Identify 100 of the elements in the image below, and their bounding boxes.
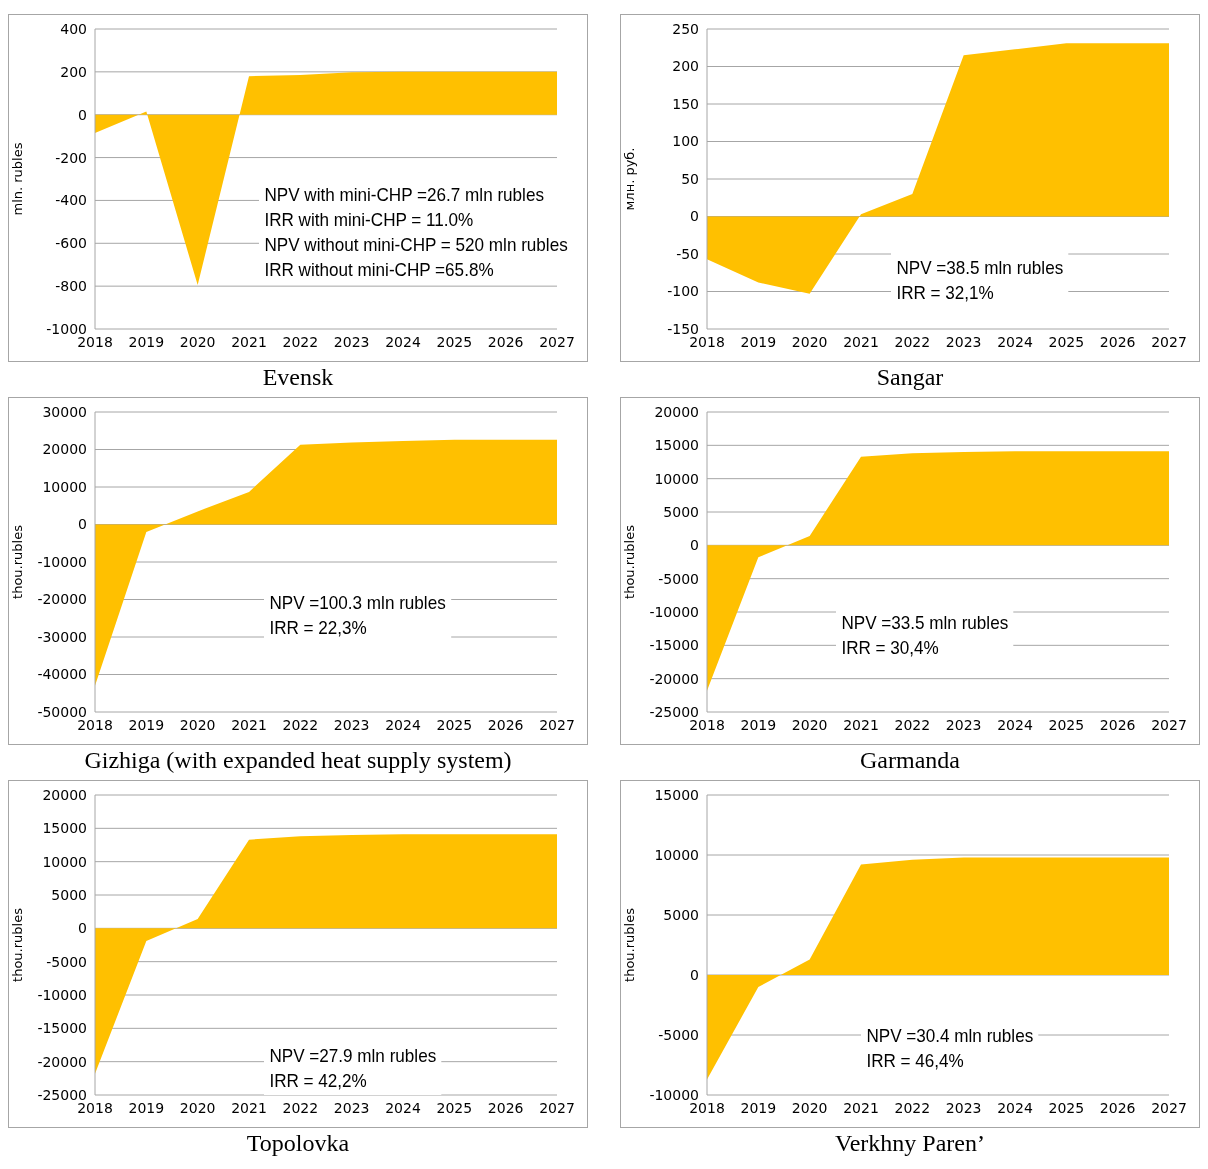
text: Gizhiga (with expanded heat supply system) — [83, 747, 513, 774]
y-tick-label: 5000 — [663, 906, 699, 923]
y-tick-label: 10000 — [42, 853, 87, 870]
y-tick-label: 0 — [78, 106, 87, 123]
y-tick-label: 10000 — [42, 478, 87, 495]
x-tick-label: 2023 — [333, 1099, 370, 1116]
x-tick-label: 2027 — [1151, 333, 1187, 350]
x-tick-label: 2023 — [333, 333, 370, 350]
x-tick-label: 2019 — [128, 333, 165, 350]
y-tick-label: 20000 — [654, 403, 699, 420]
x-tick-label: 2026 — [487, 1099, 524, 1116]
annotation: IRR with mini-CHP = 11.0% — [264, 208, 475, 232]
x-tick-label: 2022 — [282, 1099, 319, 1116]
x-tick-label: 2022 — [894, 716, 931, 733]
x-tick-label: 2020 — [791, 333, 828, 350]
text: Garmanda — [859, 747, 961, 774]
y-tick-label: -10000 — [37, 553, 87, 570]
y-tick-label: 250 — [672, 20, 699, 37]
x-tick-label: 2027 — [1151, 1099, 1187, 1116]
y-tick-label: 10000 — [654, 470, 699, 487]
y-tick-label: 0 — [78, 920, 87, 937]
annotation: IRR = 30,4% — [841, 636, 940, 660]
y-tick-label: -5000 — [658, 570, 699, 587]
x-tick-label: 2026 — [1099, 333, 1136, 350]
x-tick-label: 2023 — [945, 1099, 982, 1116]
x-tick-label: 2022 — [282, 333, 319, 350]
x-tick-label: 2020 — [791, 1099, 828, 1116]
y-tick-label: 0 — [78, 516, 87, 533]
y-tick-label: -800 — [55, 278, 87, 295]
x-tick-label: 2027 — [1151, 716, 1187, 733]
x-tick-label: 2019 — [740, 333, 777, 350]
y-tick-label: -20000 — [37, 1053, 87, 1070]
x-tick-label: 2020 — [791, 716, 828, 733]
x-tick-label: 2021 — [843, 333, 879, 350]
y-tick-label: -600 — [55, 235, 87, 252]
x-tick-label: 2021 — [231, 333, 267, 350]
y-tick-label: 5000 — [51, 886, 87, 903]
annotation: NPV without mini-CHP = 520 mln rubles — [264, 233, 568, 257]
annotation: IRR without mini-CHP =65.8% — [264, 258, 495, 282]
y-axis-title: thou.rubles — [621, 907, 637, 982]
x-tick-label: 2024 — [385, 1099, 421, 1116]
y-tick-label: 10000 — [654, 846, 699, 863]
x-tick-label: 2027 — [539, 333, 575, 350]
y-tick-label: 15000 — [42, 820, 87, 837]
x-tick-label: 2020 — [179, 716, 216, 733]
y-tick-label: -5000 — [658, 1026, 699, 1043]
y-tick-label: 200 — [60, 63, 87, 80]
y-tick-label: -10000 — [649, 603, 699, 620]
x-tick-label: 2019 — [740, 716, 777, 733]
y-tick-label: 20000 — [42, 441, 87, 458]
y-axis-title: thou.rubles — [621, 524, 637, 599]
x-tick-label: 2025 — [1048, 333, 1085, 350]
x-tick-label: 2025 — [436, 1099, 473, 1116]
annotation: NPV =38.5 mln rubles — [896, 256, 1064, 280]
annotation: IRR = 32,1% — [896, 281, 995, 305]
x-tick-label: 2019 — [740, 1099, 777, 1116]
x-tick-label: 2026 — [487, 716, 524, 733]
y-tick-label: 200 — [672, 58, 699, 75]
x-tick-label: 2023 — [945, 716, 982, 733]
x-tick-label: 2022 — [894, 1099, 931, 1116]
annotation: NPV with mini-CHP =26.7 mln rubles — [264, 183, 545, 207]
y-tick-label: -40000 — [37, 666, 87, 683]
y-tick-label: -200 — [55, 149, 87, 166]
y-tick-label: 0 — [690, 537, 699, 554]
x-tick-label: 2019 — [128, 1099, 165, 1116]
y-tick-label: 0 — [690, 966, 699, 983]
y-tick-label: -15000 — [649, 637, 699, 654]
y-tick-label: 20000 — [42, 786, 87, 803]
y-tick-label: -10000 — [37, 986, 87, 1003]
y-tick-label: 0 — [690, 208, 699, 225]
y-tick-label: 30000 — [42, 403, 87, 420]
y-tick-label: -15000 — [37, 1020, 87, 1037]
y-tick-label: 15000 — [654, 437, 699, 454]
x-tick-label: 2021 — [843, 716, 879, 733]
x-tick-label: 2025 — [1048, 1099, 1085, 1116]
x-tick-label: 2024 — [385, 333, 421, 350]
annotation: IRR = 22,3% — [269, 616, 368, 640]
x-tick-label: 2024 — [385, 716, 421, 733]
annotation: IRR = 46,4% — [866, 1049, 965, 1073]
text: Topolovka — [245, 1130, 351, 1157]
y-tick-label: 15000 — [654, 786, 699, 803]
y-tick-label: 150 — [672, 95, 699, 112]
y-tick-label: -50 — [676, 245, 699, 262]
x-tick-label: 2027 — [539, 1099, 575, 1116]
x-tick-label: 2025 — [436, 716, 473, 733]
y-axis-title: млн. руб. — [621, 147, 637, 211]
y-tick-label: -5000 — [46, 953, 87, 970]
text: Sangar — [875, 364, 945, 391]
x-tick-label: 2025 — [436, 333, 473, 350]
x-tick-label: 2024 — [997, 333, 1033, 350]
y-tick-label: 50 — [681, 170, 699, 187]
annotation: NPV =30.4 mln rubles — [866, 1024, 1034, 1048]
y-tick-label: -100 — [667, 283, 699, 300]
text: Evensk — [261, 364, 335, 391]
x-tick-label: 2019 — [128, 716, 165, 733]
x-tick-label: 2022 — [282, 716, 319, 733]
text: Verkhny Paren’ — [834, 1130, 986, 1157]
x-tick-label: 2021 — [231, 716, 267, 733]
y-tick-label: -400 — [55, 192, 87, 209]
x-tick-label: 2026 — [487, 333, 524, 350]
